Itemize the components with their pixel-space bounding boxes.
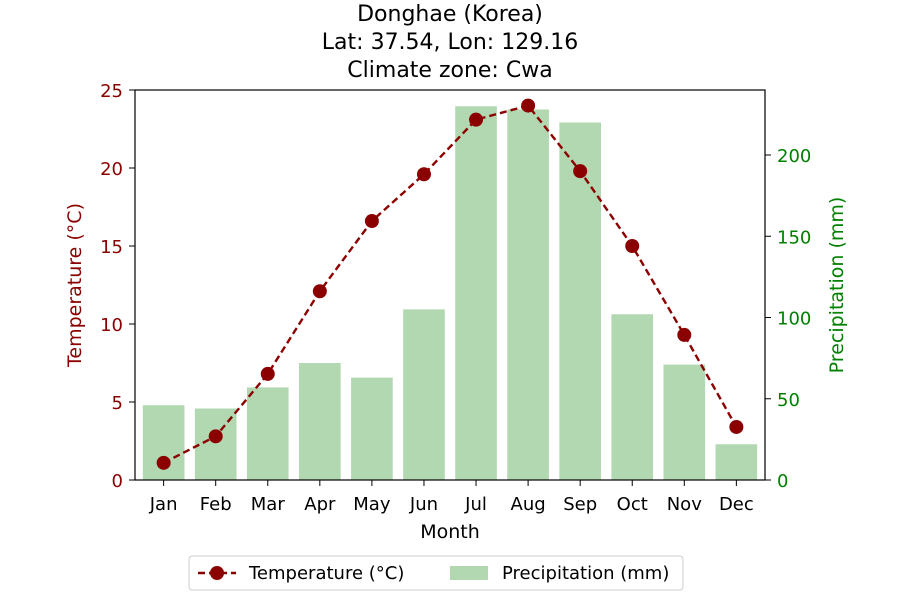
temperature-line — [163, 104, 738, 464]
temperature-tick-label: 15 — [100, 237, 123, 258]
temperature-point-dec — [729, 419, 744, 434]
chart-title: Donghae (Korea) Lat: 37.54, Lon: 129.16 … — [322, 2, 578, 83]
month-tick-label: Oct — [617, 494, 648, 515]
precipitation-bar-nov — [663, 364, 706, 480]
temperature-point-mar — [260, 366, 275, 381]
precipitation-bar-oct — [611, 314, 654, 480]
month-tick-label: Sep — [563, 494, 597, 515]
legend-box — [188, 555, 684, 591]
precipitation-bar-aug — [507, 109, 549, 480]
temperature-point-sep — [573, 164, 588, 179]
month-tick-label: Apr — [304, 494, 336, 515]
precipitation-tick-label: 50 — [777, 390, 800, 411]
precipitation-bar-dec — [715, 444, 758, 480]
legend-precipitation-swatch — [450, 566, 488, 580]
temperature-tick-label: 25 — [100, 81, 123, 102]
temperature-point-apr — [312, 284, 327, 299]
temperature-line-layer — [156, 98, 744, 470]
temperature-tick-label: 20 — [100, 159, 123, 180]
precipitation-axis: 0 50 100 150 200 — [765, 146, 811, 492]
month-tick-label: Jun — [409, 494, 438, 515]
temperature-point-feb — [208, 429, 223, 444]
plot-frame — [134, 89, 766, 481]
temperature-tick-label: 5 — [112, 393, 123, 414]
temperature-tick-label: 10 — [100, 315, 123, 336]
legend-precipitation-label: Precipitation (mm) — [502, 563, 669, 584]
precipitation-bar-sep — [559, 122, 601, 480]
temperature-point-jun — [416, 167, 431, 182]
temperature-point-may — [364, 214, 379, 229]
temperature-point-aug — [521, 98, 536, 113]
temperature-axis-label: Temperature (°C) — [64, 203, 86, 368]
precipitation-bar-jun — [403, 309, 445, 480]
month-tick-label: Dec — [719, 494, 754, 515]
temperature-point-jul — [469, 112, 484, 127]
month-tick-label: Nov — [667, 494, 702, 515]
month-tick-label: Feb — [200, 494, 232, 515]
legend: Temperature (°C) Precipitation (mm) — [188, 555, 684, 591]
month-tick-label: Jan — [149, 494, 178, 515]
legend-temperature-label: Temperature (°C) — [248, 563, 404, 584]
month-tick-label: Aug — [511, 494, 546, 515]
title-line-1: Donghae (Korea) — [357, 2, 543, 27]
precipitation-tick-label: 100 — [777, 309, 811, 330]
title-line-2: Lat: 37.54, Lon: 129.16 — [322, 30, 578, 55]
temperature-point-nov — [677, 327, 692, 342]
title-line-3: Climate zone: Cwa — [347, 58, 552, 83]
legend-temperature-marker — [210, 566, 224, 580]
temperature-point-jan — [156, 455, 171, 470]
month-axis: Jan Feb Mar Apr May Jun Jul Aug Sep Oct Nov Dec — [149, 480, 754, 515]
x-axis-label: Month — [420, 521, 480, 543]
precipitation-bar-jul — [455, 106, 497, 480]
month-tick-label: Jul — [464, 494, 487, 515]
precipitation-axis-label: Precipitation (mm) — [826, 197, 848, 374]
precipitation-bar-apr — [299, 363, 341, 480]
temperature-axis: 0 5 10 15 20 25 — [100, 81, 135, 492]
temperature-tick-label: 0 — [112, 471, 123, 492]
precipitation-tick-label: 150 — [777, 227, 811, 248]
precipitation-tick-label: 0 — [777, 471, 788, 492]
month-tick-label: May — [353, 494, 391, 515]
month-tick-label: Mar — [251, 494, 286, 515]
temperature-point-oct — [625, 239, 640, 253]
precipitation-bars — [142, 106, 758, 480]
precipitation-bar-may — [351, 377, 393, 480]
precipitation-tick-label: 200 — [777, 146, 811, 167]
precipitation-bar-mar — [246, 387, 289, 480]
